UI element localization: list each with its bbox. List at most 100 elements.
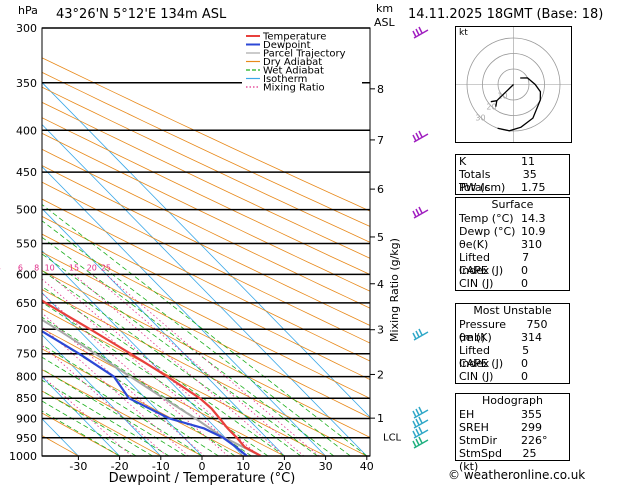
hodograph-unit-label: kt [459, 28, 468, 38]
row-value: 5 [522, 344, 530, 357]
row-label: CAPE (J) [459, 357, 504, 370]
row-label: Temp (°C) [459, 212, 514, 225]
row-label: CIN (J) [459, 370, 494, 383]
dry-adiabat-line [42, 369, 203, 456]
row-value: 314 [521, 331, 542, 344]
legend-entry: Dewpoint [263, 40, 311, 51]
row-label: StmDir [459, 434, 498, 447]
km-tick-label: 7 [377, 134, 384, 147]
table-section-title: Hodograph [482, 394, 543, 407]
wet-adiabat-line [42, 344, 219, 456]
table-row: K 11 [456, 155, 569, 168]
row-label: Dewp (°C) [459, 225, 516, 238]
location-label: 43°26'N 5°12'E 134m ASL [56, 7, 227, 22]
isotherm-line [42, 250, 244, 456]
row-label: Totals Totals [459, 168, 491, 194]
mixing-ratio-value-label: 20 [87, 263, 97, 272]
isotherm-line [42, 208, 285, 456]
temperature-line [42, 299, 262, 456]
x-tick-label: 0 [199, 460, 206, 473]
wind-barb-icon [412, 328, 429, 341]
plot-frame [41, 27, 371, 457]
x-tick-label: 30 [319, 460, 333, 473]
mixing-ratio-value-label: 6 [18, 263, 23, 272]
dry-adiabat-line [42, 101, 370, 259]
pressure-tick-label: 350 [16, 77, 37, 90]
wind-barb-icon [412, 130, 429, 143]
row-value: 7 [522, 251, 530, 264]
wind-barb-icon [412, 426, 429, 439]
km-tick-label: 6 [377, 183, 384, 196]
km-tick-label: 4 [377, 278, 384, 291]
storm-motion-arrowhead [490, 99, 498, 107]
dry-adiabat-line [42, 328, 285, 456]
legend-entry: Temperature [262, 32, 326, 43]
row-label: EH [459, 408, 475, 421]
table-row: CAPE (J) 0 [456, 264, 569, 277]
row-value: 355 [521, 408, 542, 421]
mixing-ratio-value-label: 25 [101, 263, 111, 272]
wet-adiabat-line [42, 368, 186, 456]
hodograph-ring-label: 30 [475, 114, 485, 123]
table-row: Lifted Index 7 [456, 251, 569, 277]
legend-entry: Isotherm [263, 74, 307, 85]
pressure-tick-label: 1000 [9, 450, 37, 463]
km-tick-label: 8 [377, 83, 384, 96]
km-label: km [376, 2, 394, 15]
x-tick-label: 10 [236, 460, 250, 473]
dry-adiabat-line [42, 117, 370, 275]
table-row: Temp (°C) 14.3 [456, 212, 569, 225]
table-row: Pressure (mb) 750 [456, 318, 569, 344]
x-tick-label: 20 [277, 460, 291, 473]
mixing-ratio-line [42, 375, 132, 456]
row-label: CIN (J) [459, 277, 494, 290]
row-value: 0 [521, 277, 528, 290]
row-value: 10.9 [521, 225, 546, 238]
pressure-tick-label: 500 [16, 204, 37, 217]
mixing-ratio-line [73, 274, 286, 456]
row-label: θe (K) [459, 331, 492, 344]
wet-adiabat-line [42, 356, 203, 456]
row-value: 226° [521, 434, 548, 447]
legend-box [242, 30, 362, 92]
footer-copyright: © weatheronline.co.uk [448, 468, 586, 482]
wet-adiabat-line [42, 330, 236, 456]
row-label: SREH [459, 421, 489, 434]
table-row: Lifted Index 5 [456, 344, 569, 370]
table-row: θe (K) 314 [456, 331, 569, 344]
pressure-tick-label: 650 [16, 297, 37, 310]
isotherm-line [42, 334, 162, 456]
pressure-tick-label: 550 [16, 237, 37, 250]
wind-barb-icon [412, 206, 429, 219]
row-value: 0 [521, 264, 528, 277]
hpa-label: hPa [18, 4, 38, 17]
x-tick-label: -30 [69, 460, 87, 473]
most-unstable-table: Most Unstable Pressure (mb) 750 θe (K) 314 Li… [455, 303, 570, 384]
legend-entry: Mixing Ratio [263, 83, 325, 94]
table-section-title: Most Unstable [473, 304, 552, 317]
km-tick-label: 5 [377, 231, 384, 244]
dry-adiabat-line [42, 86, 370, 243]
table-row: θe(K) 310 [456, 238, 569, 251]
legend-entry: Dry Adiabat [263, 57, 322, 68]
row-value: 310 [521, 238, 542, 251]
table-row: StmDir 226° [456, 434, 569, 447]
km-tick-label: 2 [377, 368, 384, 381]
surface-table: Surface Temp (°C) 14.3 Dewp (°C) 10.9 θe(K) 31… [455, 197, 570, 291]
isotherm-line [42, 418, 79, 456]
table-row: PW (cm) 1.75 [456, 181, 569, 194]
row-value: 25 [522, 447, 537, 460]
dry-adiabat-line [42, 435, 79, 456]
mixing-ratio-line [42, 344, 167, 456]
pressure-tick-label: 850 [16, 392, 37, 405]
legend-entry: Wet Adiabat [263, 66, 324, 77]
row-label: Lifted Index [459, 344, 490, 370]
km-tick-label: 3 [377, 324, 384, 337]
hodograph-trace [497, 77, 542, 132]
dry-adiabat-line [42, 132, 370, 292]
mixing-ratio-axis-label: Mixing Ratio (g/kg) [388, 238, 401, 342]
dry-adiabat-line [42, 390, 161, 456]
row-value: 299 [521, 421, 542, 434]
row-label: θe(K) [459, 238, 489, 251]
